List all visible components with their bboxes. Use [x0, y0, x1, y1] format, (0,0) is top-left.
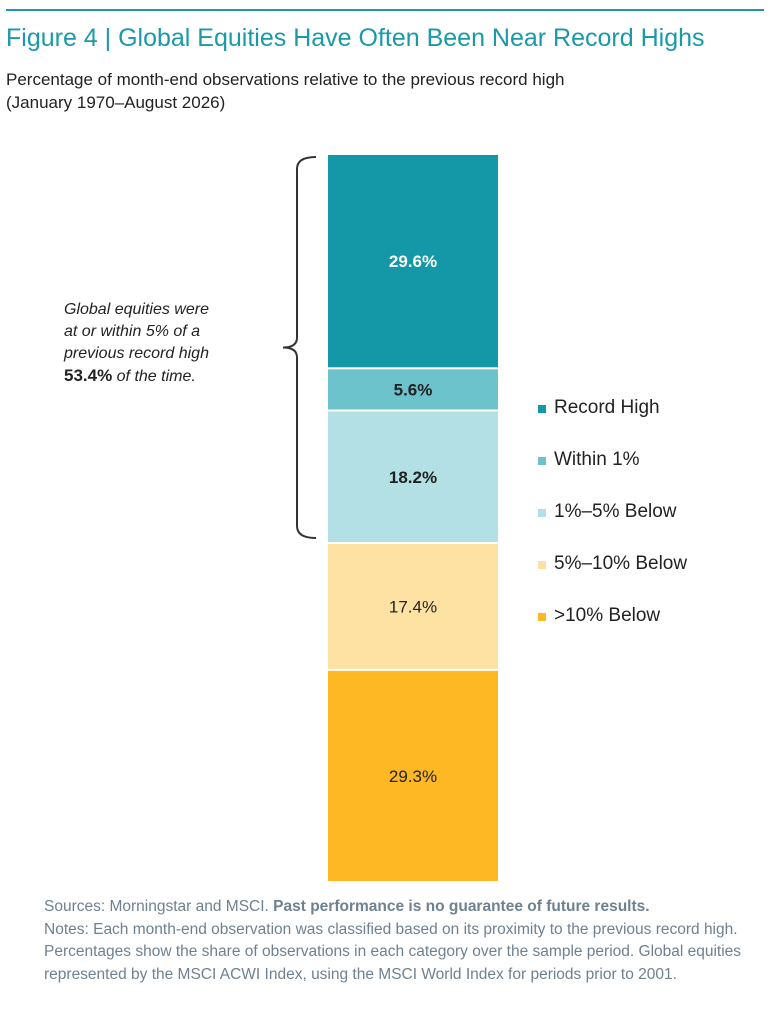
bar-label-3: 18.2% — [389, 468, 437, 487]
annotation-line-4: 53.4% of the time. — [64, 365, 264, 388]
notes-text: Notes: Each month-end observation was cl… — [44, 920, 742, 983]
bar-label-5: 29.3% — [389, 767, 437, 786]
legend-label-5: >10% Below — [554, 605, 661, 626]
sources-disclaimer: Past performance is no guarantee of futu… — [273, 898, 650, 915]
figure-subtitle: Percentage of month-end observations rel… — [6, 68, 746, 114]
legend-swatch-1 — [538, 405, 546, 413]
footer-notes: Sources: Morningstar and MSCI. Past perf… — [44, 896, 764, 986]
legend-swatch-3 — [538, 509, 546, 517]
annotation-value: 53.4% — [64, 366, 113, 385]
title-rule — [6, 9, 764, 11]
annotation-suffix: of the time. — [112, 368, 196, 385]
bar-segment-3 — [328, 411, 498, 543]
annotation-line-1: Global equities were — [64, 301, 209, 318]
bar-segment-5 — [328, 670, 498, 881]
legend-swatch-4 — [538, 561, 546, 569]
subtitle-line-2: (January 1970–August 2026) — [6, 93, 226, 112]
annotation-line-2: at or within 5% of a — [64, 323, 201, 340]
legend-label-4: 5%–10% Below — [554, 553, 688, 574]
figure-title: Figure 4 | Global Equities Have Often Be… — [6, 24, 705, 52]
annotation-line-3: previous record high — [64, 345, 209, 362]
bar-segment-2 — [328, 369, 498, 410]
bar-segment-1 — [328, 155, 498, 368]
bar-label-4: 17.4% — [389, 597, 437, 616]
bar-label-1: 29.6% — [389, 252, 437, 271]
legend-label-3: 1%–5% Below — [554, 501, 677, 522]
subtitle-line-1: Percentage of month-end observations rel… — [6, 70, 565, 89]
legend-label-2: Within 1% — [554, 449, 640, 470]
bar-segment-4 — [328, 544, 498, 669]
sources-prefix: Sources: Morningstar and MSCI. — [44, 898, 274, 915]
sources-line: Sources: Morningstar and MSCI. Past perf… — [44, 896, 764, 919]
bracket-annotation: Global equities were at or within 5% of … — [64, 299, 264, 388]
bracket — [282, 156, 317, 540]
legend-swatch-2 — [538, 457, 546, 465]
legend-label-1: Record High — [554, 397, 660, 418]
bar-label-2: 5.6% — [394, 380, 433, 399]
legend-swatch-5 — [538, 613, 546, 621]
